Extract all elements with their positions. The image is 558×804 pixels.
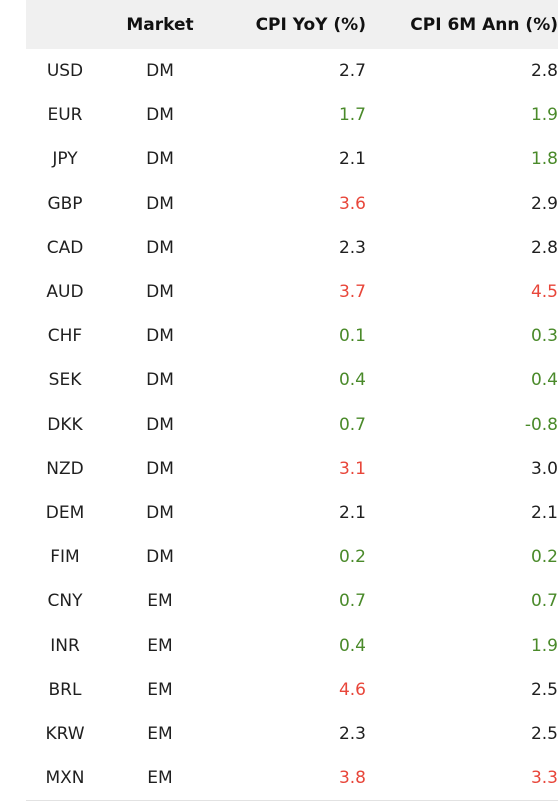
cell-currency: CNY	[47, 591, 83, 612]
cell-cpi-yoy: 0.7	[338, 591, 366, 612]
cell-cpi-6m-ann: 1.9	[530, 105, 558, 126]
header-row: Market CPI YoY (%) CPI 6M Ann (%)	[26, 0, 558, 49]
cell-cpi-6m-ann: 4.5	[530, 282, 558, 303]
cell-cpi-yoy: 1.7	[338, 105, 366, 126]
cell-cpi-6m-ann: 2.5	[530, 723, 558, 744]
cell-cpi-yoy: 3.8	[216, 756, 378, 801]
table-row: BRL EM 4.6 2.5	[26, 668, 558, 712]
cell-cpi-yoy: 3.1	[338, 458, 366, 479]
table-body: USD DM 2.7 2.8 EUR DM 1.7 1.9 JPY DM 2.1 1.8 GBP DM 3.…	[26, 49, 558, 801]
cell-market: DM	[146, 282, 174, 303]
cell-market: DM	[146, 458, 174, 479]
cell-cpi-yoy: 3.7	[338, 282, 366, 303]
table-row: KRW EM 2.3 2.5	[26, 712, 558, 756]
table-row: CNY EM 0.7 0.7	[26, 579, 558, 623]
table-row: AUD DM 3.7 4.5	[26, 270, 558, 314]
cell-currency: FIM	[50, 547, 80, 568]
cell-market: EM	[104, 756, 216, 801]
cell-currency: USD	[46, 61, 84, 82]
table-row: FIM DM 0.2 0.2	[26, 535, 558, 579]
cell-cpi-yoy: 3.6	[338, 193, 366, 214]
cell-cpi-yoy: 2.3	[338, 237, 366, 258]
cell-cpi-yoy: 2.3	[338, 723, 366, 744]
table-row: DEM DM 2.1 2.1	[26, 491, 558, 535]
cell-cpi-yoy: 2.7	[338, 61, 366, 82]
cell-currency: CAD	[46, 237, 84, 258]
cell-cpi-yoy: 2.1	[338, 502, 366, 523]
table-row: INR EM 0.4 1.9	[26, 623, 558, 667]
column-header-cpi-yoy: CPI YoY (%)	[255, 14, 366, 35]
cell-currency: EUR	[47, 105, 83, 126]
table-row: MXN EM 3.8 3.3	[26, 756, 558, 801]
cell-cpi-6m-ann: 1.8	[530, 149, 558, 170]
cell-cpi-6m-ann: 1.9	[530, 635, 558, 656]
table-row: USD DM 2.7 2.8	[26, 49, 558, 93]
cell-market: EM	[147, 591, 173, 612]
cell-cpi-6m-ann: 2.8	[530, 237, 558, 258]
cell-market: DM	[146, 105, 174, 126]
cell-market: DM	[146, 237, 174, 258]
cell-market: DM	[146, 61, 174, 82]
cell-cpi-6m-ann: 3.0	[530, 458, 558, 479]
cell-market: DM	[146, 370, 174, 391]
cell-market: DM	[146, 326, 174, 347]
cell-currency: DKK	[47, 414, 83, 435]
column-header-currency	[26, 0, 104, 49]
cell-currency: MXN	[26, 756, 104, 801]
cell-currency: SEK	[48, 370, 82, 391]
cpi-table: Market CPI YoY (%) CPI 6M Ann (%) USD DM 2…	[26, 0, 558, 801]
cell-currency: KRW	[45, 723, 85, 744]
table-row: JPY DM 2.1 1.8	[26, 137, 558, 181]
cell-cpi-6m-ann: 0.4	[530, 370, 558, 391]
cell-currency: BRL	[48, 679, 82, 700]
cell-cpi-yoy: 0.1	[338, 326, 366, 347]
table-header: Market CPI YoY (%) CPI 6M Ann (%)	[26, 0, 558, 49]
cpi-table-container: Market CPI YoY (%) CPI 6M Ann (%) USD DM 2…	[26, 0, 558, 801]
table-row: SEK DM 0.4 0.4	[26, 358, 558, 402]
cell-market: DM	[146, 193, 174, 214]
cell-currency: JPY	[52, 149, 78, 170]
cell-market: DM	[146, 149, 174, 170]
cell-currency: AUD	[46, 282, 84, 303]
cell-market: DM	[146, 547, 174, 568]
table-row: GBP DM 3.6 2.9	[26, 182, 558, 226]
cell-currency: INR	[50, 635, 80, 656]
table-row: NZD DM 3.1 3.0	[26, 447, 558, 491]
cell-market: EM	[147, 723, 173, 744]
cell-cpi-yoy: 2.1	[338, 149, 366, 170]
column-header-market: Market	[126, 14, 194, 35]
cell-cpi-6m-ann: 3.3	[378, 756, 558, 801]
cell-market: DM	[146, 502, 174, 523]
cell-cpi-6m-ann: 2.1	[530, 502, 558, 523]
cell-cpi-yoy: 0.2	[338, 547, 366, 568]
cell-cpi-6m-ann: 0.2	[530, 547, 558, 568]
cell-cpi-6m-ann: 2.8	[530, 61, 558, 82]
cell-cpi-6m-ann: -0.8	[524, 414, 558, 435]
cell-cpi-yoy: 4.6	[338, 679, 366, 700]
table-row: CHF DM 0.1 0.3	[26, 314, 558, 358]
cell-currency: NZD	[46, 458, 84, 479]
table-row: EUR DM 1.7 1.9	[26, 93, 558, 137]
cell-cpi-yoy: 0.4	[338, 635, 366, 656]
table-row: DKK DM 0.7 -0.8	[26, 403, 558, 447]
column-header-cpi-6m-ann: CPI 6M Ann (%)	[410, 14, 558, 35]
cell-currency: DEM	[45, 502, 85, 523]
cell-market: DM	[146, 414, 174, 435]
cell-cpi-6m-ann: 2.9	[530, 193, 558, 214]
cell-cpi-6m-ann: 2.5	[530, 679, 558, 700]
table-row: CAD DM 2.3 2.8	[26, 226, 558, 270]
cell-market: EM	[147, 635, 173, 656]
cell-cpi-yoy: 0.4	[338, 370, 366, 391]
cell-currency: GBP	[47, 193, 83, 214]
cell-cpi-6m-ann: 0.7	[530, 591, 558, 612]
cell-cpi-6m-ann: 0.3	[530, 326, 558, 347]
cell-currency: CHF	[47, 326, 83, 347]
cell-market: EM	[147, 679, 173, 700]
cell-cpi-yoy: 0.7	[338, 414, 366, 435]
